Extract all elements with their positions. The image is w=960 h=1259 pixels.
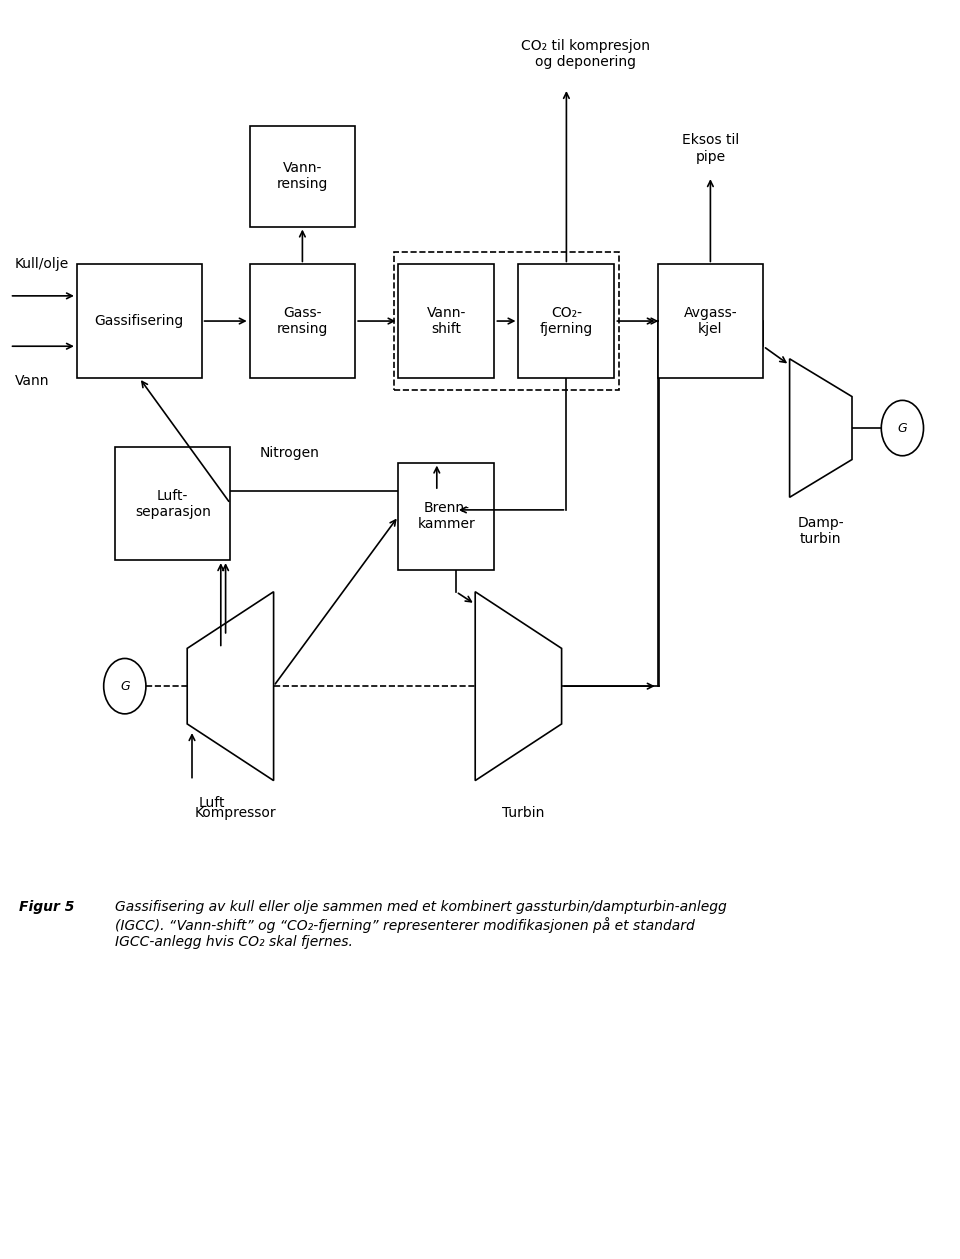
Text: Luft: Luft	[199, 796, 226, 810]
Text: G: G	[898, 422, 907, 434]
Text: Vann-
rensing: Vann- rensing	[276, 161, 328, 191]
Bar	[518, 264, 614, 378]
Text: Figur 5: Figur 5	[19, 900, 75, 914]
Text: Vann-
shift: Vann- shift	[426, 306, 467, 336]
Bar	[77, 264, 202, 378]
Circle shape	[104, 658, 146, 714]
Bar	[658, 264, 763, 378]
Circle shape	[881, 400, 924, 456]
Text: Kull/olje: Kull/olje	[14, 257, 69, 272]
Bar	[398, 264, 494, 378]
Polygon shape	[187, 592, 274, 781]
Text: Vann: Vann	[14, 374, 49, 389]
Text: CO₂ til kompresjon
og deponering: CO₂ til kompresjon og deponering	[521, 39, 650, 69]
Text: Eksos til
pipe: Eksos til pipe	[682, 133, 739, 164]
Text: G: G	[120, 680, 130, 692]
Text: Brenn-
kammer: Brenn- kammer	[418, 501, 475, 531]
Polygon shape	[789, 359, 852, 497]
Bar	[398, 463, 494, 569]
Text: Gassifisering av kull eller olje sammen med et kombinert gassturbin/dampturbin-a: Gassifisering av kull eller olje sammen …	[115, 900, 727, 949]
Text: CO₂-
fjerning: CO₂- fjerning	[540, 306, 593, 336]
Text: Turbin: Turbin	[502, 806, 544, 820]
Text: Gass-
rensing: Gass- rensing	[276, 306, 328, 336]
Text: Gassifisering: Gassifisering	[95, 313, 183, 329]
Bar	[250, 126, 355, 227]
Polygon shape	[475, 592, 562, 781]
Text: Luft-
separasjon: Luft- separasjon	[134, 488, 211, 519]
Text: Avgass-
kjel: Avgass- kjel	[684, 306, 737, 336]
Text: Damp-
turbin: Damp- turbin	[798, 516, 844, 546]
Bar	[115, 447, 230, 560]
Bar	[250, 264, 355, 378]
Text: Nitrogen: Nitrogen	[259, 446, 319, 461]
Text: Kompressor: Kompressor	[194, 806, 276, 820]
Bar	[394, 252, 619, 390]
